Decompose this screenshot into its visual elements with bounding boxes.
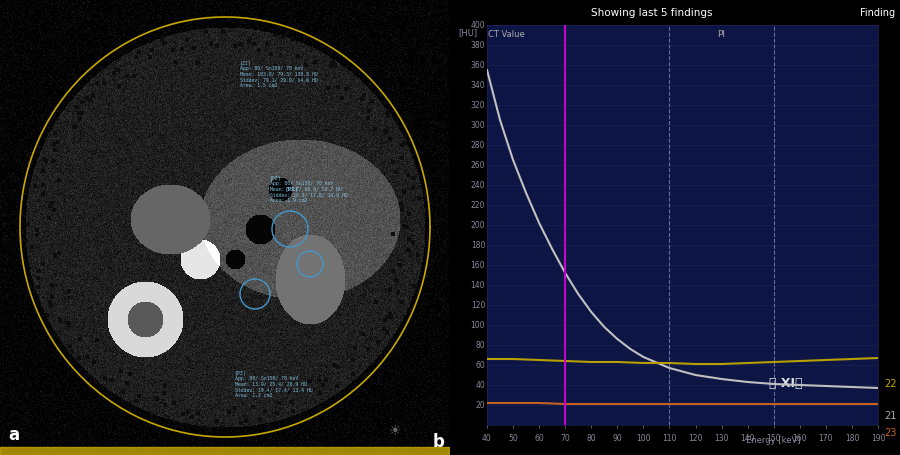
Text: [HU]: [HU]	[458, 28, 478, 37]
Text: 180: 180	[471, 241, 485, 250]
Text: 380: 380	[471, 41, 485, 51]
Text: CT Value: CT Value	[489, 30, 525, 39]
Text: 22: 22	[885, 378, 897, 388]
Text: 400: 400	[471, 21, 485, 30]
Text: [P2]: [P2]	[285, 186, 298, 191]
Text: 200: 200	[471, 221, 485, 230]
Text: a: a	[8, 425, 19, 443]
Text: PI: PI	[717, 30, 725, 39]
Text: 320: 320	[471, 101, 485, 110]
Text: 280: 280	[471, 141, 485, 150]
Text: 60: 60	[475, 361, 485, 369]
Text: 21: 21	[885, 410, 897, 420]
Text: 160: 160	[471, 261, 485, 270]
Text: 🐾 XI区: 🐾 XI区	[769, 376, 802, 389]
Text: Showing last 5 findings: Showing last 5 findings	[591, 8, 713, 18]
Text: ☀: ☀	[389, 423, 401, 437]
Text: [P2]
App: 80/ Sn150/ 70 keV
Mean: 58.7/ 60.8/ 59.7 HU
Stddev: 20.3/ 17.8/ 14.9 H: [P2] App: 80/ Sn150/ 70 keV Mean: 58.7/ …	[270, 175, 347, 203]
Text: 20: 20	[475, 400, 485, 410]
Text: [P3]
App: 80/ Sn150/ 70 keV
Mean: 13.9/ 25.4/ 20.9 HU
Stddev: 19.4/ 17.4/ 13.4 H: [P3] App: 80/ Sn150/ 70 keV Mean: 13.9/ …	[235, 369, 312, 397]
Text: 240: 240	[471, 181, 485, 190]
Text: 360: 360	[471, 61, 485, 71]
Text: [Z1]
App: 80/ Sn150/ 70 keV
Mean: 183.0/ 79.3/ 138.8 HU
Stddev: 79.1/ 29.9/ 54.6: [Z1] App: 80/ Sn150/ 70 keV Mean: 183.0/…	[240, 60, 318, 88]
Text: 300: 300	[471, 121, 485, 130]
Text: 140: 140	[471, 281, 485, 290]
Text: Finding: Finding	[860, 8, 896, 18]
Text: 23: 23	[885, 428, 897, 437]
Text: 260: 260	[471, 161, 485, 170]
Text: 80: 80	[475, 341, 485, 350]
Text: 40: 40	[475, 381, 485, 389]
Text: 120: 120	[471, 301, 485, 310]
Text: 100: 100	[471, 321, 485, 330]
Text: 220: 220	[471, 201, 485, 210]
Text: 340: 340	[471, 81, 485, 90]
Text: b: b	[433, 433, 445, 450]
Text: Energy [keV]: Energy [keV]	[746, 435, 801, 445]
